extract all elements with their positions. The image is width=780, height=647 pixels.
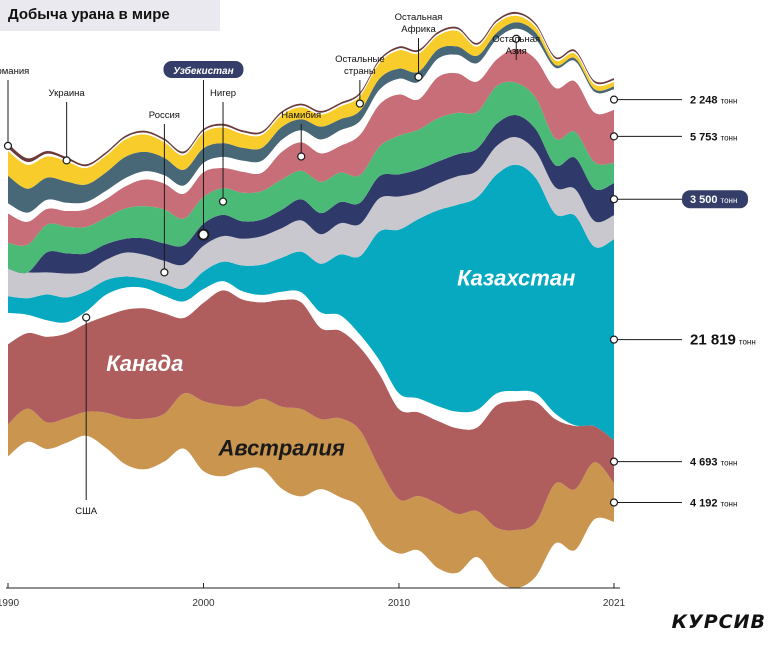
marker-dot: [62, 156, 71, 165]
area-намибия: [8, 48, 614, 246]
value-marker: [609, 457, 619, 466]
value-label-узбекистан: 3 500 тонн: [690, 194, 737, 206]
area-казахстан: [8, 164, 614, 440]
area-остальная-африка: [8, 22, 614, 213]
value-marker: [609, 132, 619, 141]
annotation-label-line: Африка: [401, 24, 436, 35]
value-badge: [682, 190, 748, 209]
annotations: Германия Украина Россия Узбекистан Нигер Нами…: [0, 12, 540, 517]
area-label-казахстан: Казахстан: [457, 266, 575, 291]
annotation-label-line: Азия: [506, 46, 527, 57]
value-label-канада: 4 693 тонн: [690, 457, 737, 469]
area-label-австралия: Австралия: [217, 435, 344, 460]
marker-dot: [160, 268, 169, 277]
area-labels: Казахстан Канада Австралия: [106, 266, 575, 461]
x-tick-label: 1990: [0, 598, 20, 609]
marker-dot: [197, 228, 210, 241]
brand-logo: КУРСИВ: [671, 611, 766, 633]
value-unit: тонн: [721, 459, 738, 468]
x-axis: 1990 2000 2010 2021: [0, 583, 626, 609]
marker-dot: [297, 152, 306, 161]
annotation-label: Нигер: [210, 88, 236, 99]
highlight-badge: [163, 61, 244, 78]
area-остальные-страны: [8, 15, 614, 189]
area-нигер: [8, 81, 614, 274]
value-unit: тонн: [721, 196, 738, 205]
chart-title: Добыча урана в мире: [0, 0, 220, 31]
value-unit: тонн: [721, 499, 738, 508]
value-number: 21 819: [690, 332, 736, 349]
annotation-label: Остальная Азия: [492, 34, 540, 57]
area-австралия: [8, 393, 614, 589]
value-marker: [609, 195, 619, 204]
x-tick-label: 2010: [388, 598, 411, 609]
x-tick-label: 2021: [603, 598, 626, 609]
annotation-label-line: Остальные: [335, 54, 385, 65]
marker-dot: [3, 141, 13, 150]
value-number: 4 192: [690, 497, 718, 509]
value-label-остальная-азия: 2 248 тонн: [690, 95, 737, 107]
value-number: 5 753: [690, 131, 718, 143]
value-label-казахстан: 21 819 тонн: [690, 332, 756, 349]
annotation-label-line: Остальная: [395, 12, 443, 23]
annotation-label-line: Остальная: [492, 34, 540, 45]
annotation-label: Украина: [49, 88, 86, 99]
area-узбекистан: [8, 114, 614, 274]
annotation-label: Намибия: [281, 110, 321, 121]
marker-dot: [82, 313, 91, 322]
annotation-label-line: Намибия: [281, 110, 321, 121]
x-tick-label: 2000: [192, 598, 215, 609]
value-label-намибия: 5 753 тонн: [690, 131, 737, 143]
area-label-канада: Канада: [106, 351, 183, 376]
value-marker: [609, 335, 619, 344]
annotation-label-line: Россия: [149, 110, 180, 121]
area-сша: [8, 281, 614, 440]
annotation-label-line: Германия: [0, 66, 29, 77]
annotation-label: Россия: [149, 110, 180, 121]
value-marker: [609, 498, 619, 507]
value-number: 4 693: [690, 457, 718, 469]
area-канада: [8, 290, 614, 531]
marker-dot: [218, 197, 228, 206]
value-marker: [609, 95, 619, 104]
annotation-label-line: Украина: [49, 88, 86, 99]
annotation-label-line: Нигер: [210, 88, 236, 99]
value-unit: тонн: [721, 133, 738, 142]
annotation-label-line: страны: [344, 66, 376, 77]
annotation-label: Остальная Африка: [395, 12, 443, 35]
value-unit: тонн: [721, 97, 738, 106]
value-unit: тонн: [739, 338, 756, 347]
annotation-label: Узбекистан: [173, 65, 233, 77]
value-number: 3 500: [690, 194, 718, 206]
annotation-label: США: [75, 506, 98, 517]
annotation-label: Германия: [0, 66, 29, 77]
marker-dot: [512, 34, 521, 43]
marker-dot: [414, 72, 423, 82]
marker-dot: [355, 99, 364, 108]
value-label-австралия: 4 192 тонн: [690, 497, 737, 509]
value-number: 2 248: [690, 95, 718, 107]
area-россия: [8, 137, 614, 299]
stream-areas: [8, 11, 614, 589]
annotation-label: Остальные страны: [335, 54, 385, 77]
